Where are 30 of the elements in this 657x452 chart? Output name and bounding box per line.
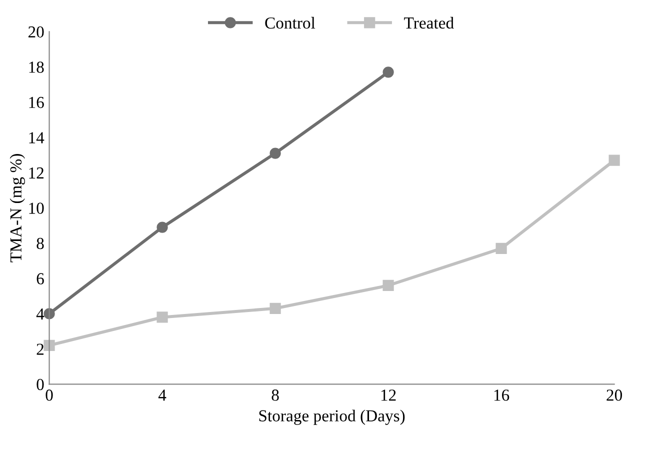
- y-tick-label: 14: [29, 132, 44, 144]
- x-tick-label: 0: [46, 390, 53, 401]
- y-tick-label: 12: [29, 167, 44, 178]
- y-axis-title: TMA-N (mg %): [10, 154, 25, 262]
- x-tick-label: 8: [272, 390, 279, 401]
- point: [270, 148, 281, 159]
- y-tick-label: 2: [36, 344, 44, 355]
- point: [608, 154, 620, 166]
- point: [496, 242, 507, 254]
- y-tick-label: 4: [36, 308, 44, 320]
- point: [44, 340, 55, 351]
- y-tick-label: 18: [29, 62, 44, 73]
- point: [382, 66, 394, 78]
- x-tick-label: 16: [494, 390, 510, 401]
- point: [156, 222, 168, 233]
- y-tick-label: 16: [29, 96, 44, 108]
- legend-label: Treated: [404, 16, 454, 29]
- y-tick-label: 8: [36, 238, 44, 250]
- point: [270, 302, 281, 314]
- point: [382, 280, 394, 292]
- y-tick-label: 6: [36, 273, 44, 284]
- x-axis-title: Storage period (Days): [259, 410, 405, 425]
- y-tick-label: 0: [36, 378, 44, 390]
- x-tick-label: 4: [158, 390, 166, 401]
- y-tick-label: 10: [29, 202, 44, 214]
- point: [156, 312, 168, 323]
- y-tick-label: 20: [28, 26, 44, 38]
- legend-label: Control: [265, 16, 316, 29]
- x-tick-label: 20: [606, 390, 622, 401]
- x-tick-label: 12: [381, 390, 396, 401]
